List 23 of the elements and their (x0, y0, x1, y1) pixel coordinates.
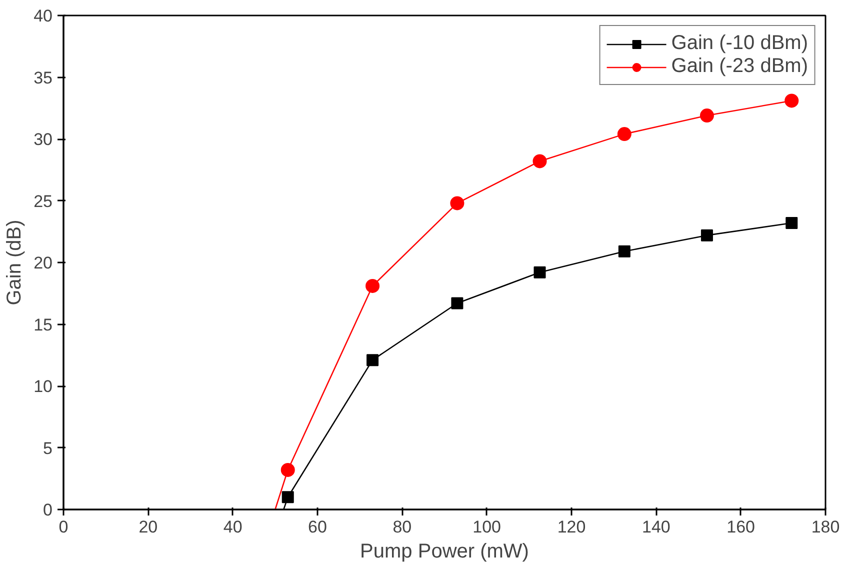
y-tick-label: 0 (43, 500, 53, 520)
x-tick-label: 80 (392, 518, 412, 536)
x-tick-label: 140 (642, 518, 670, 536)
y-tick-label: 40 (34, 6, 53, 26)
x-tick-label: 20 (138, 518, 158, 536)
y-axis-title: Gain (dB) (4, 220, 26, 306)
y-tick-label: 10 (34, 377, 53, 396)
y-tick-label: 25 (34, 192, 53, 211)
legend-label: Gain (-23 dBm) (671, 55, 808, 78)
x-tick-label: 40 (223, 518, 242, 536)
x-tick-label: 160 (726, 518, 756, 536)
x-axis-title: Pump Power (mW) (360, 540, 529, 562)
y-tick-label: 15 (34, 315, 53, 334)
y-tick-label: 5 (43, 438, 53, 458)
legend-label: Gain (-10 dBm) (671, 32, 808, 55)
y-tick-label: 35 (34, 68, 53, 88)
x-tick-label: 0 (58, 518, 68, 536)
x-tick-label: 180 (811, 518, 840, 536)
y-tick-label: 20 (34, 254, 53, 272)
y-tick-label: 30 (34, 130, 53, 149)
x-tick-label: 60 (308, 518, 327, 536)
x-tick-label: 120 (557, 518, 586, 536)
x-tick-label: 100 (472, 518, 502, 536)
